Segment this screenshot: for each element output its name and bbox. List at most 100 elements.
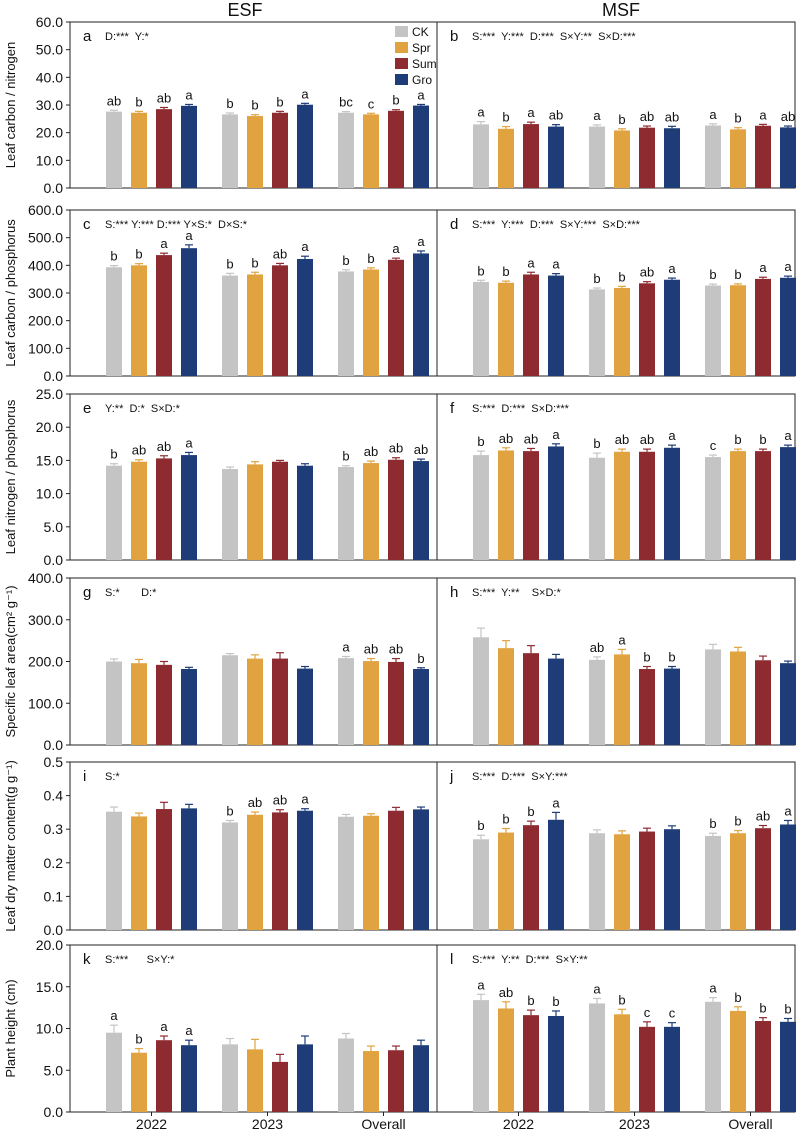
bar-spr — [730, 833, 746, 930]
y-tick-label: 0.0 — [44, 180, 64, 196]
bar-ck — [222, 275, 238, 376]
bar-sum — [523, 653, 539, 745]
bar-ck — [106, 1032, 122, 1112]
bar-ck — [106, 267, 122, 376]
y-tick-label: 60.0 — [36, 14, 63, 30]
legend: CK Spr Sum Gro — [395, 25, 437, 87]
significance-letter: b — [734, 432, 741, 447]
significance-letter: ab — [107, 93, 121, 108]
significance-letter: b — [784, 1001, 791, 1016]
legend-label: CK — [412, 25, 429, 39]
bar-sum — [156, 664, 172, 745]
significance-letter: b — [643, 650, 650, 665]
panel-letter: j — [449, 768, 453, 785]
bar-ck — [106, 111, 122, 188]
bar-spr — [614, 451, 630, 560]
panel-stats: S:*** Y:** S×D:* — [472, 587, 561, 599]
significance-letter: a — [160, 1019, 168, 1034]
legend-swatch-sum — [395, 58, 408, 69]
significance-letter: ab — [389, 642, 403, 657]
significance-letter: b — [251, 255, 258, 270]
significance-letter: ab — [524, 431, 538, 446]
y-tick-label: 15.0 — [36, 452, 63, 468]
significance-letter: b — [709, 816, 716, 831]
bar-gro — [664, 128, 680, 188]
significance-letter: b — [367, 251, 374, 266]
bar-gro — [548, 446, 564, 560]
bar-spr — [363, 1051, 379, 1112]
bar-gro — [780, 663, 796, 745]
bar-gro — [780, 1021, 796, 1112]
bar-sum — [272, 112, 288, 188]
panel-letter: l — [450, 951, 453, 968]
significance-letter: ab — [157, 439, 171, 454]
bar-sum — [156, 458, 172, 560]
bar-sum — [523, 451, 539, 560]
bar-gro — [297, 465, 313, 560]
y-tick-label: 0.5 — [44, 754, 64, 770]
significance-letter: ab — [590, 640, 604, 655]
y-tick-label: 30.0 — [36, 97, 63, 113]
significance-letter: b — [668, 650, 675, 665]
bar-ck — [589, 126, 605, 188]
x-tick-label: 2022 — [136, 1116, 167, 1132]
panel-stats: S:*** Y:*** D:*** S×Y:*** S×D:*** — [472, 219, 641, 231]
significance-letter: b — [135, 247, 142, 262]
significance-letter: b — [618, 112, 625, 127]
significance-letter: ab — [414, 442, 428, 457]
panel-stats: S:*** D:*** S×D:*** — [472, 403, 570, 415]
y-axis-label: Leaf dry matter content(g g⁻¹) — [3, 760, 18, 932]
significance-letter: ab — [499, 431, 513, 446]
panel-letter: c — [83, 216, 91, 233]
y-tick-label: 100.0 — [28, 340, 63, 356]
bar-sum — [639, 451, 655, 560]
bar-ck — [589, 659, 605, 745]
bar-ck — [106, 811, 122, 930]
y-tick-label: 20.0 — [36, 419, 63, 435]
bar-ck — [705, 285, 721, 376]
significance-letter: b — [477, 263, 484, 278]
bar-sum — [156, 809, 172, 930]
y-tick-label: 25.0 — [36, 386, 63, 402]
significance-letter: b — [759, 1001, 766, 1016]
bar-sum — [272, 812, 288, 930]
y-tick-label: 10.0 — [36, 152, 63, 168]
significance-letter: ab — [364, 444, 378, 459]
bar-sum — [639, 831, 655, 930]
significance-letter: ab — [273, 793, 287, 808]
y-axis-label: Specific leaf area(cm² g⁻¹) — [3, 585, 18, 737]
significance-letter: b — [502, 812, 509, 827]
bar-gro — [181, 248, 197, 376]
significance-letter: ab — [756, 809, 770, 824]
significance-letter: b — [734, 111, 741, 126]
significance-letter: a — [784, 259, 792, 274]
bar-sum — [156, 109, 172, 188]
significance-letter: a — [301, 239, 309, 254]
significance-letter: b — [759, 432, 766, 447]
bar-spr — [131, 1052, 147, 1112]
bar-spr — [363, 269, 379, 376]
significance-letter: a — [709, 981, 717, 996]
significance-letter: b — [417, 651, 424, 666]
y-tick-label: 0.3 — [44, 821, 64, 837]
panel-stats: S:*** S×Y:* — [105, 954, 175, 966]
significance-letter: ab — [615, 432, 629, 447]
significance-letter: a — [759, 260, 767, 275]
significance-letter: a — [417, 234, 425, 249]
significance-letter: a — [342, 639, 350, 654]
bar-sum — [639, 127, 655, 188]
y-tick-label: 200.0 — [28, 654, 63, 670]
bar-gro — [548, 658, 564, 745]
bar-gro — [297, 668, 313, 745]
significance-letter: a — [392, 241, 400, 256]
bar-spr — [614, 1014, 630, 1112]
significance-letter: ab — [640, 109, 654, 124]
panel-stats: S:*** D:*** S×Y:*** — [472, 771, 568, 783]
bar-spr — [614, 654, 630, 745]
panel-letter: k — [83, 951, 91, 968]
significance-letter: ab — [364, 642, 378, 657]
panel-stats: S:*** Y:*** D:*** S×Y:** S×D:*** — [472, 31, 636, 43]
significance-letter: a — [527, 255, 535, 270]
panel-stats: S:* — [105, 771, 120, 783]
